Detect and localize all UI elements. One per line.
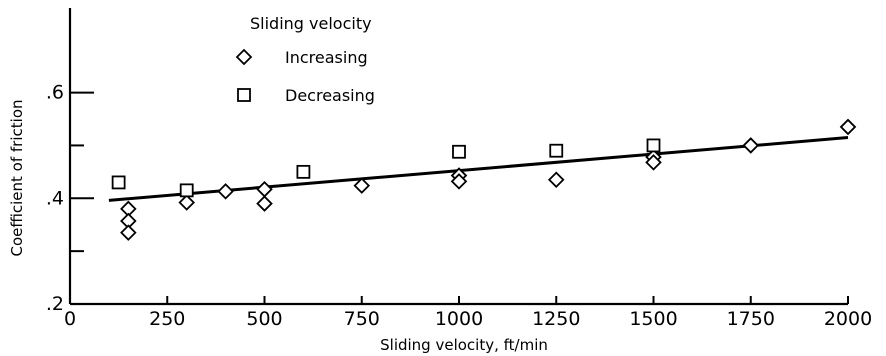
increasing-point <box>120 224 137 241</box>
ticks: 0 250 500 750 1000 1250 1500 1750 2000 .2 .4 .6 <box>46 82 872 330</box>
legend-title: Sliding velocity <box>250 14 372 33</box>
legend: Sliding velocity Increasing Decreasing <box>235 14 375 105</box>
decreasing-point <box>549 143 564 158</box>
x-tick-label: 1500 <box>629 308 677 330</box>
y-tick-label: .6 <box>46 82 64 104</box>
x-tick-label: 750 <box>344 308 380 330</box>
legend-diamond-icon <box>235 48 253 66</box>
decreasing-point <box>179 183 194 198</box>
x-tick-label: 500 <box>246 308 282 330</box>
increasing-point <box>645 154 662 171</box>
increasing-point <box>217 183 234 200</box>
increasing-point <box>178 194 195 211</box>
increasing-point <box>450 173 468 190</box>
decreasing-point <box>296 164 311 179</box>
x-tick-label: 1000 <box>435 308 483 330</box>
decreasing-point <box>111 175 126 190</box>
decreasing-point <box>452 144 466 159</box>
legend-entry-label: Decreasing <box>285 86 375 105</box>
x-axis-label: Sliding velocity, ft/min <box>380 336 548 354</box>
increasing-point <box>839 118 857 136</box>
y-axis-label: Coefficient of friction <box>8 99 26 256</box>
increasing-point <box>353 177 371 194</box>
legend-entry-label: Increasing <box>285 48 368 67</box>
increasing-point <box>256 195 273 212</box>
legend-square-icon <box>237 88 251 102</box>
y-tick-label: .4 <box>46 187 64 209</box>
markers <box>111 118 857 241</box>
increasing-point <box>547 171 565 189</box>
y-tick-label: .2 <box>46 293 64 315</box>
decreasing-point <box>646 138 661 153</box>
increasing-point <box>742 137 760 154</box>
x-tick-label: 0 <box>64 308 76 330</box>
x-tick-label: 250 <box>149 308 185 330</box>
x-tick-label: 1250 <box>532 308 580 330</box>
x-tick-label: 2000 <box>824 308 872 330</box>
x-tick-label: 1750 <box>727 308 775 330</box>
increasing-point <box>256 181 273 198</box>
